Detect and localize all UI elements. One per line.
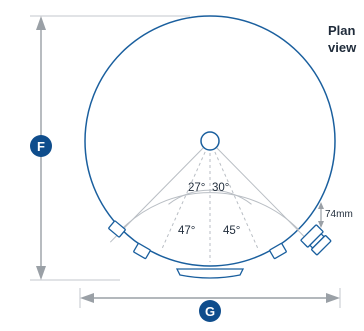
height-arrow-top (36, 16, 46, 30)
base-tab-center (175, 268, 245, 279)
depth-arrow-bottom (318, 221, 324, 228)
width-badge-label: G (205, 304, 215, 319)
width-dimension: G (79, 288, 341, 322)
mount-tab-left-upper (108, 220, 126, 238)
height-dimension: F (30, 15, 190, 281)
depth-label: 74mm (325, 209, 353, 220)
guide-mid-right (209, 140, 260, 252)
center-sensor-icon (200, 131, 220, 151)
guide-outer-right (209, 140, 311, 243)
angle-outer-left: 47° (178, 225, 195, 237)
angle-inner-left: 27° (188, 182, 205, 194)
height-badge (30, 135, 52, 157)
plan-view-title-line-1: Plan (328, 23, 356, 38)
mount-tab-right-lower (269, 242, 287, 260)
outer-guide-arc (120, 192, 300, 231)
width-arrow-left (80, 293, 94, 303)
angle-guides (109, 140, 311, 262)
width-badge (199, 300, 221, 322)
side-fitting: 74mm (300, 202, 353, 256)
mount-tab-left-lower (133, 242, 151, 260)
plan-view-title-line-2: view (328, 40, 357, 55)
mounting-tabs (108, 220, 287, 260)
plan-view-title: Plan view (328, 22, 364, 56)
width-arrow-right (326, 293, 340, 303)
angle-inner-right: 30° (212, 182, 229, 194)
side-fitting-cap (311, 235, 332, 256)
angle-outer-right: 45° (223, 225, 240, 237)
depth-arrow-top (318, 202, 324, 209)
height-arrow-bottom (36, 266, 46, 280)
height-badge-label: F (37, 139, 45, 154)
guide-mid-left (160, 140, 211, 252)
guide-outer-left (109, 140, 211, 243)
